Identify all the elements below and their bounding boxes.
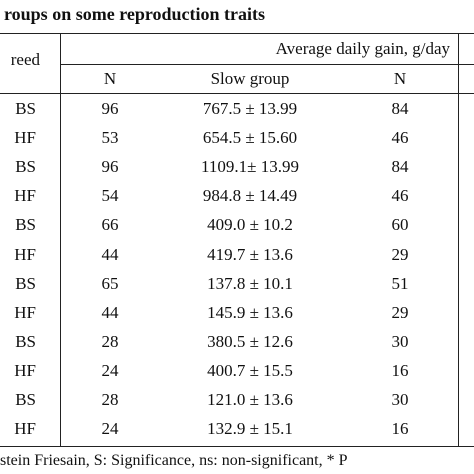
cell-n: 28 <box>101 331 119 351</box>
cell-n-2: 30 <box>391 331 409 351</box>
header-n-2: N <box>393 69 407 88</box>
cell-slow-group: 137.8 ± 10.1 <box>207 273 293 293</box>
cell-breed: BS <box>15 215 36 235</box>
cell-n-2: 84 <box>391 157 409 177</box>
cell-n: 66 <box>101 215 119 235</box>
cell-slow-group: 380.5 ± 12.6 <box>207 331 293 351</box>
cell-n: 65 <box>101 273 119 293</box>
cell-slow-group: 409.0 ± 10.2 <box>207 215 293 235</box>
table-footnote: stein Friesain, S: Significance, ns: non… <box>0 452 348 469</box>
cell-slow-group: 984.8 ± 14.49 <box>202 186 298 206</box>
cell-n: 28 <box>101 390 119 409</box>
header-average-daily-gain: Average daily gain, g/day <box>275 39 450 58</box>
cell-n: 44 <box>101 302 119 322</box>
cell-n: 96 <box>101 99 119 118</box>
cell-slow-group: 121.0 ± 13.6 <box>207 390 293 409</box>
cell-n-2: 51 <box>391 273 409 293</box>
cell-n-2: 46 <box>391 186 409 206</box>
cell-n: 24 <box>101 360 119 380</box>
header-slow-group: Slow group <box>210 69 290 88</box>
cell-breed: BS <box>15 331 36 351</box>
group-header-rule <box>60 64 474 65</box>
cell-slow-group: 767.5 ± 13.99 <box>202 99 298 118</box>
header-bottom-rule <box>0 93 474 94</box>
cell-n-2: 30 <box>391 390 409 409</box>
top-rule <box>0 33 474 34</box>
header-n-1: N <box>103 69 117 88</box>
cell-breed: HF <box>14 419 36 439</box>
cell-n-2: 29 <box>391 244 409 264</box>
cell-breed: HF <box>14 244 36 264</box>
header-breed: reed <box>10 50 40 69</box>
cell-slow-group: 132.9 ± 15.1 <box>207 419 293 439</box>
cell-breed: HF <box>14 302 36 322</box>
bottom-rule <box>0 446 474 447</box>
cell-n-2: 60 <box>391 215 409 235</box>
cell-breed: BS <box>15 390 36 409</box>
cell-n-2: 46 <box>391 128 409 148</box>
cell-breed: HF <box>14 186 36 206</box>
cell-slow-group: 654.5 ± 15.60 <box>202 128 298 148</box>
cell-n-2: 84 <box>391 99 409 118</box>
breed-column-divider <box>60 33 61 446</box>
cell-n-2: 29 <box>391 302 409 322</box>
cell-slow-group: 419.7 ± 13.6 <box>207 244 293 264</box>
table-title: roups on some reproduction traits <box>4 4 266 24</box>
cell-n: 53 <box>101 128 119 148</box>
cell-n: 44 <box>101 244 119 264</box>
cell-slow-group: 145.9 ± 13.6 <box>207 302 293 322</box>
cell-n-2: 16 <box>391 419 409 439</box>
right-column-divider <box>458 33 459 446</box>
cell-n: 54 <box>101 186 119 206</box>
cell-breed: HF <box>14 128 36 148</box>
cell-slow-group: 400.7 ± 15.5 <box>207 360 293 380</box>
cell-slow-group: 1109.1± 13.99 <box>201 157 299 177</box>
cell-breed: HF <box>14 360 36 380</box>
cell-breed: BS <box>15 273 36 293</box>
cell-n: 96 <box>101 157 119 177</box>
cell-breed: BS <box>15 157 36 177</box>
cell-n-2: 16 <box>391 360 409 380</box>
cell-n: 24 <box>101 419 119 439</box>
cell-breed: BS <box>15 99 36 118</box>
